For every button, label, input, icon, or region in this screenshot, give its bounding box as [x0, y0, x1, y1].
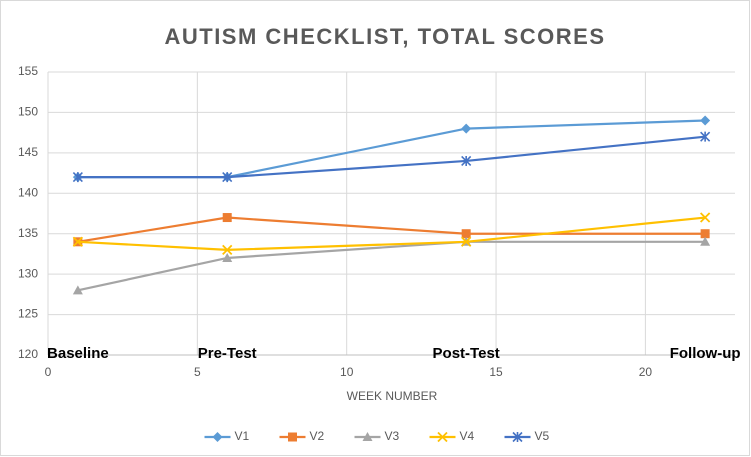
- marker: [699, 212, 711, 223]
- marker: [461, 229, 471, 239]
- marker: [72, 236, 84, 247]
- marker: [288, 432, 297, 442]
- marker: [72, 285, 83, 295]
- series-line: [77, 216, 706, 243]
- y-tick-label: 125: [18, 307, 38, 321]
- marker: [512, 431, 523, 443]
- legend-label: V2: [310, 429, 325, 443]
- annotation: Follow-up: [670, 345, 741, 362]
- y-tick-label: 155: [18, 64, 38, 78]
- legend-label: V5: [535, 429, 550, 443]
- y-tick-label: 130: [18, 266, 38, 280]
- series-line: [77, 240, 706, 292]
- marker: [700, 115, 711, 126]
- x-tick-label: 20: [639, 365, 653, 379]
- marker: [212, 432, 223, 442]
- annotation: Pre-Test: [198, 345, 257, 362]
- x-axis-label: WEEK NUMBER: [347, 389, 438, 403]
- marker: [362, 432, 373, 441]
- marker: [461, 123, 472, 134]
- marker: [222, 213, 232, 223]
- y-tick-label: 135: [18, 226, 38, 240]
- y-tick-label: 150: [18, 105, 38, 119]
- marker: [72, 172, 83, 183]
- marker: [700, 236, 711, 246]
- legend-label: V4: [460, 429, 475, 443]
- marker: [437, 431, 448, 443]
- x-tick-label: 0: [45, 365, 52, 379]
- legend-label: V1: [235, 429, 250, 443]
- marker: [222, 252, 233, 262]
- chart-title: AUTISM CHECKLIST, TOTAL SCORES: [164, 24, 605, 49]
- marker: [700, 229, 710, 239]
- y-tick-label: 145: [18, 145, 38, 159]
- series-line: [77, 135, 706, 179]
- annotation: Baseline: [47, 345, 109, 362]
- legend-label: V3: [385, 429, 400, 443]
- marker: [700, 131, 711, 142]
- x-tick-label: 15: [489, 365, 503, 379]
- marker: [461, 155, 472, 167]
- y-tick-label: 140: [18, 185, 38, 199]
- marker: [461, 236, 472, 247]
- annotation: Post-Test: [433, 345, 500, 362]
- x-tick-label: 5: [194, 365, 201, 379]
- marker: [222, 244, 233, 256]
- y-tick-label: 120: [18, 347, 38, 361]
- x-tick-label: 10: [340, 365, 354, 379]
- series-line: [77, 216, 706, 251]
- marker: [222, 172, 233, 183]
